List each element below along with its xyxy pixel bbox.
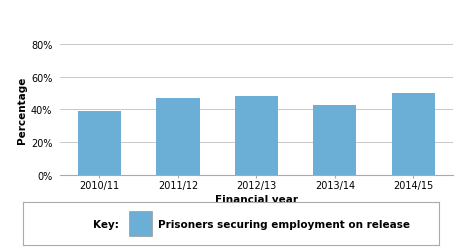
- FancyBboxPatch shape: [129, 211, 152, 236]
- Bar: [235, 97, 278, 175]
- Bar: [78, 112, 121, 175]
- Bar: [313, 105, 357, 175]
- X-axis label: Financial year: Financial year: [215, 195, 298, 204]
- Y-axis label: Percentage: Percentage: [17, 76, 27, 144]
- Bar: [156, 98, 200, 175]
- Bar: [392, 94, 435, 175]
- Text: Key:: Key:: [93, 219, 119, 229]
- Text: Prisoners securing employment on release: Prisoners securing employment on release: [158, 219, 410, 229]
